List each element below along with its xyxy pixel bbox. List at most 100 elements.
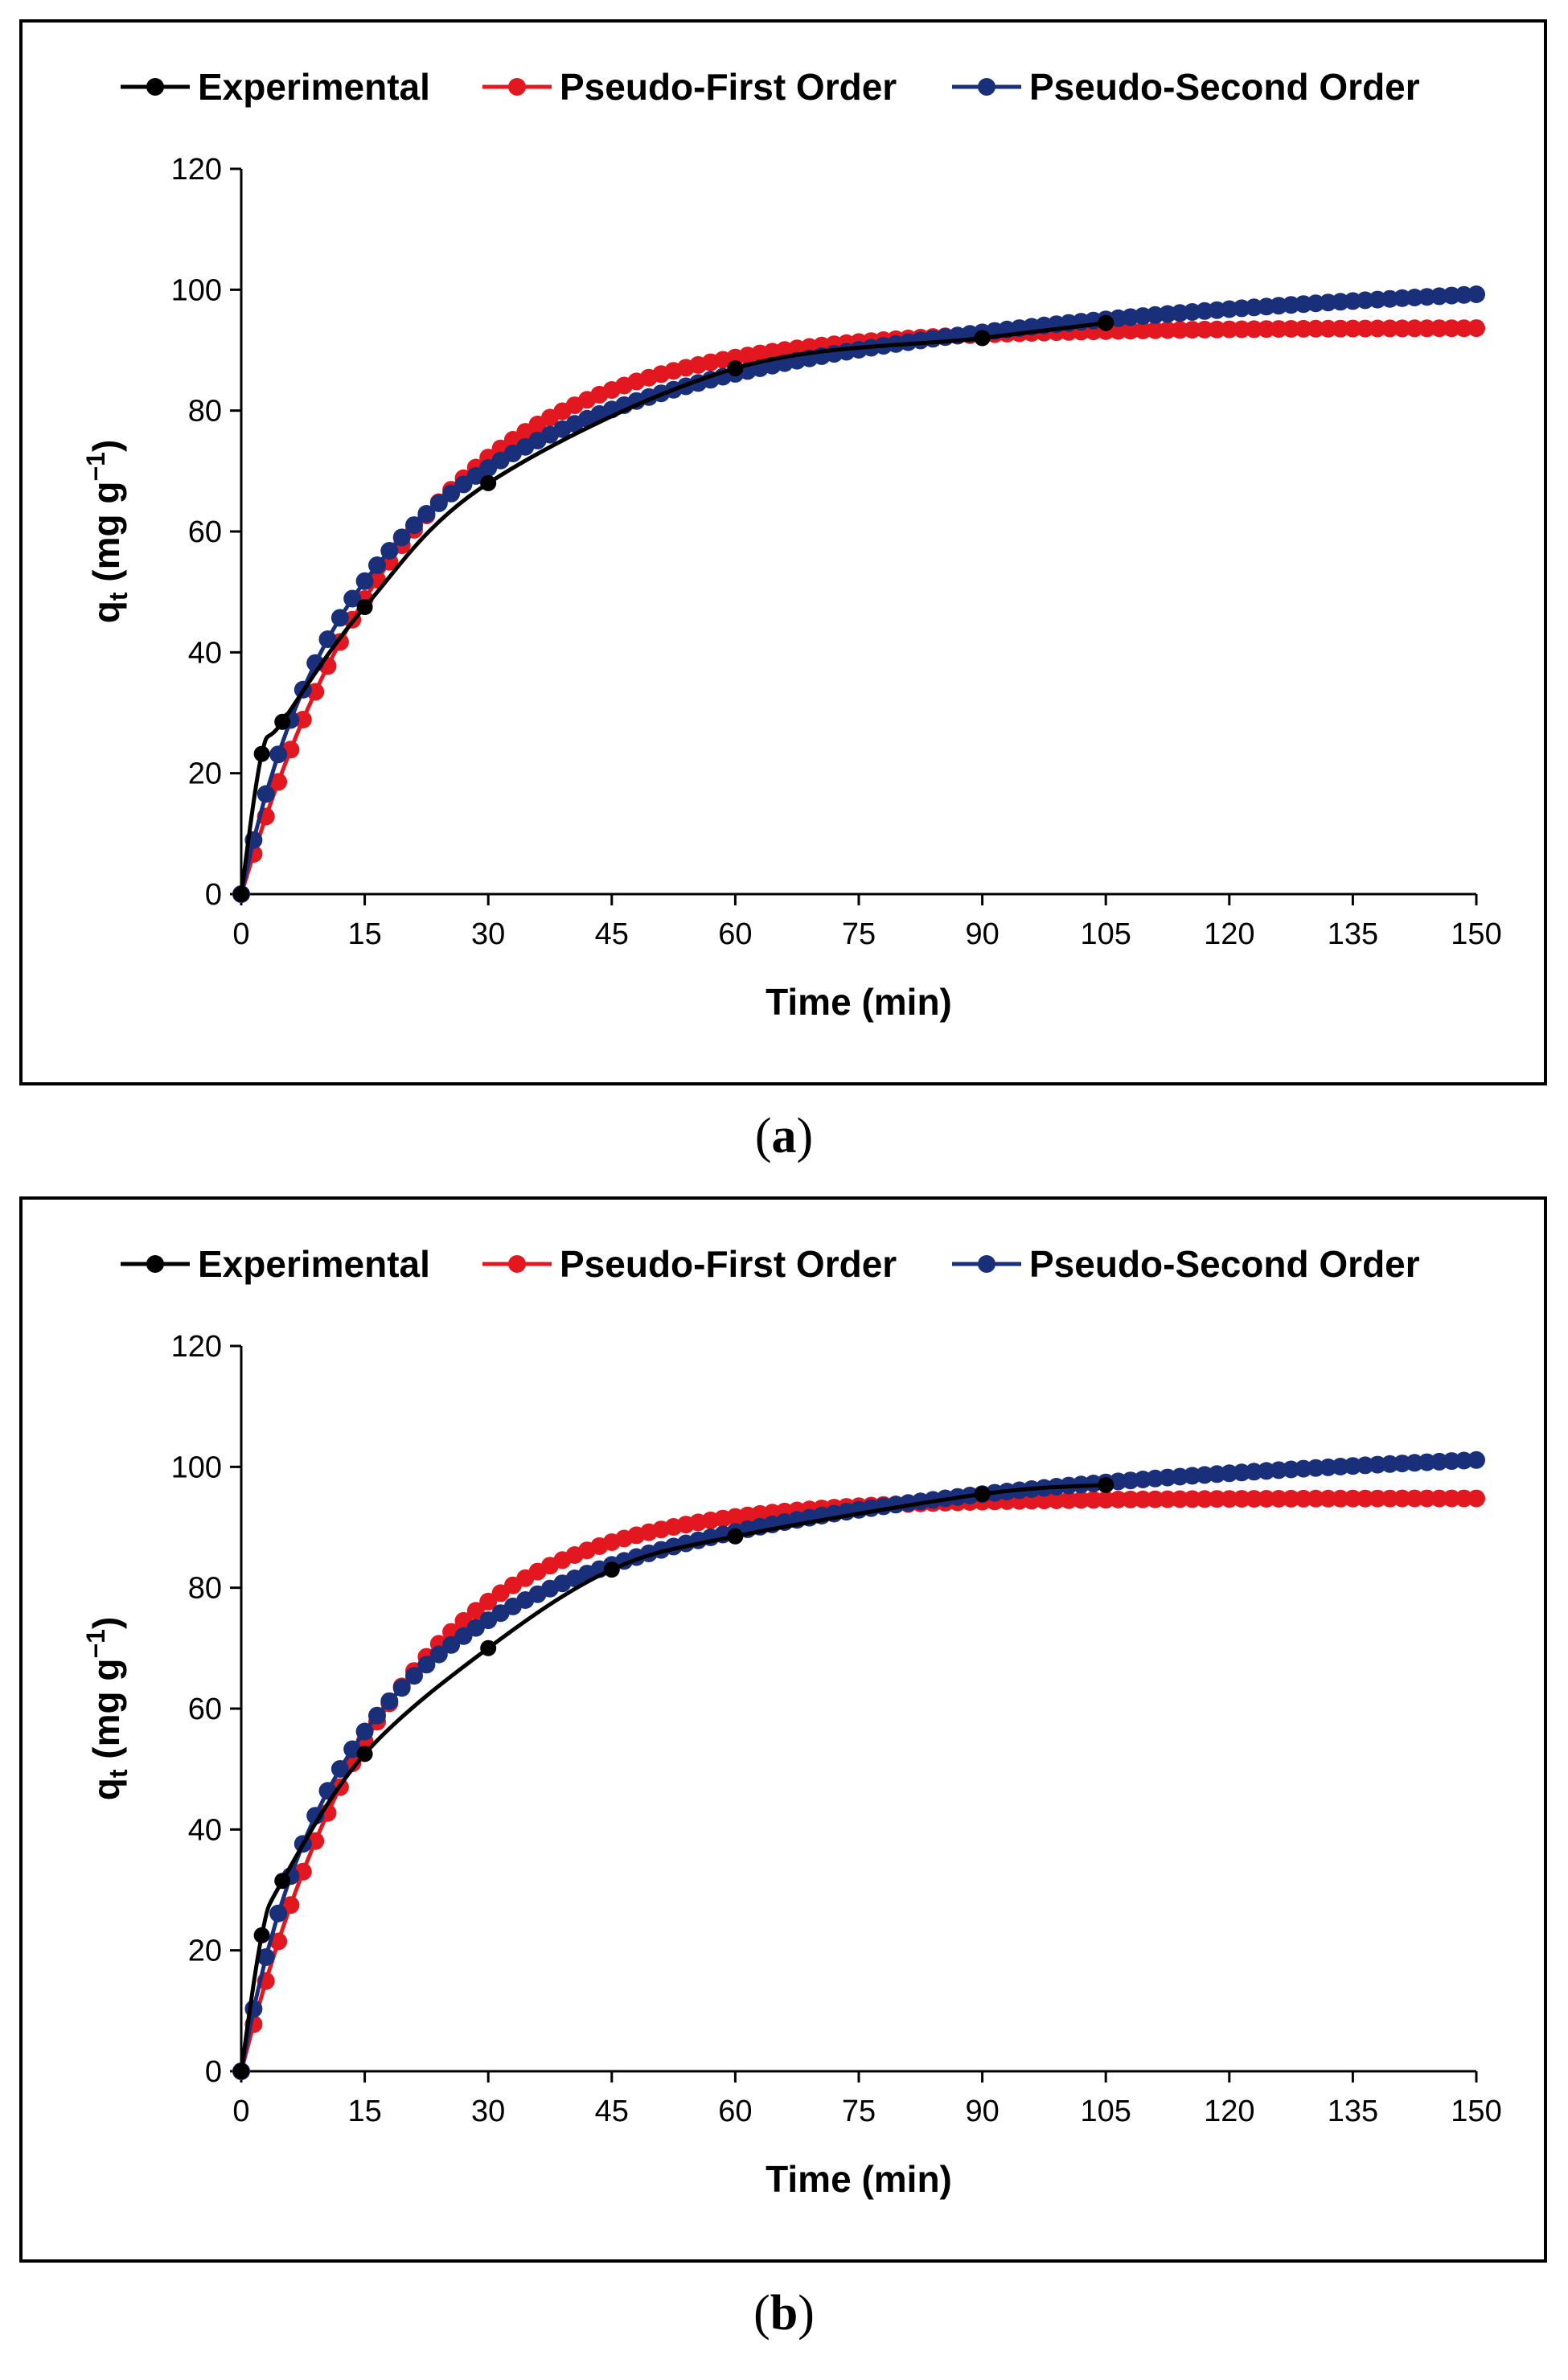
chart-a-data-point [480,474,497,491]
chart-b-x-tick-label: 0 [232,2095,249,2128]
chart-b-x-tick-label: 75 [842,2095,876,2128]
chart-b-data-point [1183,1490,1201,1508]
chart-b-data-point [1467,1451,1485,1469]
chart-b-series-line [239,1458,1477,2072]
chart-b-x-tick-label: 45 [595,2095,629,2128]
chart-a-series-line [239,321,1106,895]
chart-a-data-point [1233,320,1251,339]
chart-a-legend-marker [146,78,164,96]
chart-b-data-point [1146,1490,1164,1508]
chart-a-legend-label: Pseudo-Second Order [1029,66,1420,108]
chart-b-data-point [1208,1490,1226,1508]
chart-a-data-point [1282,320,1300,338]
chart-a-y-tick-label: 120 [171,153,222,187]
chart-b-data-point [1035,1492,1053,1510]
chart-b-data-point [1467,1489,1485,1508]
chart-a-data-point [368,556,386,574]
chart-a-x-tick-label: 135 [1328,917,1378,951]
chart-b-data-point [1344,1489,1362,1508]
chart-a-data-point [392,528,411,547]
chart-a-series-pseudo-second-order [232,285,1485,903]
chart-a-data-point [1455,319,1473,338]
chart-a-data-point [1295,319,1312,338]
chart-a-series-line [239,326,1477,895]
chart-b-data-point [253,1927,270,1943]
caption-a: (a) [754,1109,814,1163]
chart-b-data-point [1356,1489,1374,1508]
chart-b-x-tick-label: 105 [1080,2095,1131,2128]
chart-a-data-point [1319,319,1337,338]
chart-b-data-point [1455,1451,1473,1470]
chart-a-data-point [405,516,423,535]
chart-b: 0 20 40 60 80 100 120 0 15 30 45 60 75 90 105 120 135 150… [81,1243,1502,2200]
chart-b-data-point [1295,1489,1312,1508]
chart-b-data-point [1159,1490,1176,1508]
chart-a-data-point [1369,319,1387,338]
chart-a-data-point [1109,322,1127,340]
chart-a-data-point [1467,285,1485,303]
chart-b-y-tick-label: 80 [188,1572,222,1606]
chart-b-x-tick-label: 120 [1204,2095,1254,2128]
chart-a-data-point [454,475,473,494]
chart-a-data-point [1257,320,1275,339]
chart-a-y-tick-label: 0 [205,878,222,912]
chart-b-legend-marker [508,1255,526,1273]
chart-b-data-point [233,2063,249,2079]
chart-b-data-point [1455,1489,1473,1508]
chart-b-x-tick-label: 30 [471,2095,505,2128]
chart-a-data-point [380,542,399,560]
chart-a-y-tick-label: 100 [171,273,222,307]
chart-a-data-point [727,360,744,377]
chart-a-x-tick-label: 45 [595,917,629,951]
chart-a-data-point [1467,319,1485,338]
chart-a-y-tick-label: 60 [188,515,222,549]
chart-a-legend-item: Pseudo-First Order [482,66,897,108]
chart-b-legend-label: Pseudo-First Order [560,1243,897,1285]
chart-a-legend-label: Experimental [198,66,430,108]
chart-b-data-point [1121,1490,1139,1508]
chart-b-data-point [1072,1491,1090,1509]
chart-panel-a: 0 20 40 60 80 100 120 0 15 30 45 60 75 90 105 120 135 150… [19,19,1547,1085]
chart-b-x-tick-label: 60 [718,2095,752,2128]
chart-a-x-tick-label: 15 [347,917,381,951]
chart-b-legend-marker [146,1255,164,1273]
chart-a-data-point [1307,319,1325,338]
chart-b-series-line [239,1496,1476,2072]
chart-a-data-point [1134,321,1152,339]
chart-a-data-point [1356,319,1374,338]
chart-a-data-point [1220,320,1238,339]
chart-a-data-point [1098,314,1114,331]
chart-a-data-point [1393,319,1411,338]
chart-a-data-point [974,330,991,347]
chart-a-x-tick-label: 120 [1204,917,1254,951]
chart-b-data-point [1381,1489,1399,1508]
chart-a-data-point [233,886,249,902]
chart-a-data-point [442,484,461,503]
chart-b-legend-item: Pseudo-First Order [482,1243,897,1285]
chart-a-data-point [330,609,349,627]
chart-b-data-point [392,1679,411,1697]
chart-b-series-pseudo-second-order [232,1451,1485,2080]
chart-a-data-point [1183,321,1201,339]
chart-b-data-point [306,1807,325,1825]
chart-b-data-point [1270,1490,1288,1508]
chart-a-legend-label: Pseudo-First Order [560,66,897,108]
chart-b-data-point [1430,1489,1448,1508]
chart-b-data-point [442,1635,461,1654]
chart-b-data-point [1332,1489,1349,1508]
chart-b-data-point [1097,1491,1115,1509]
chart-b-x-tick-label: 150 [1451,2095,1501,2128]
chart-b-data-point [1245,1490,1263,1508]
chart-b-legend-label: Experimental [198,1243,430,1285]
chart-b-data-point [1047,1491,1065,1509]
chart-b-y-tick-label: 60 [188,1693,222,1726]
chart-a-data-point [1171,321,1189,339]
chart-b-series-line [239,1483,1106,2072]
chart-a-data-point [1332,319,1349,338]
chart-b-data-point [330,1760,349,1778]
chart-a-x-tick-label: 90 [965,917,999,951]
chart-b-data-point [274,1873,291,1890]
chart-b-y-tick-label: 0 [205,2055,222,2089]
chart-a-data-point [1418,319,1436,338]
chart-a-data-point [343,589,362,608]
